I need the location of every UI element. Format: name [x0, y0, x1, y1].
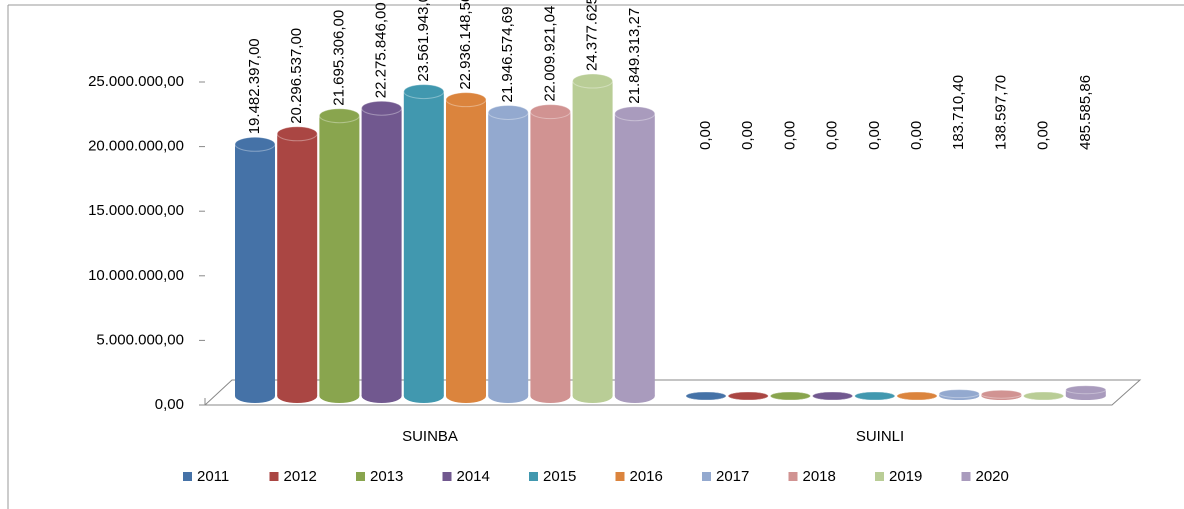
legend-swatch: [788, 472, 798, 481]
legend-label: 2014: [457, 468, 490, 485]
bar-top: [685, 391, 727, 401]
floor: [203, 379, 1142, 406]
bar: [488, 112, 529, 396]
legend-swatch: [961, 472, 971, 481]
data-label: 183.710,40: [950, 75, 967, 150]
bar: [277, 133, 318, 396]
legend-label: 2011: [197, 468, 229, 485]
y-tick-label: 15.000.000,00: [88, 202, 184, 219]
bar: [530, 111, 571, 396]
data-label: 0,00: [908, 121, 925, 150]
legend-swatch: [442, 472, 452, 481]
bar-top: [812, 391, 854, 401]
data-label: 22.009.921,04: [541, 6, 558, 102]
data-label: 22.275.846,00: [373, 2, 390, 98]
bar-top: [614, 106, 656, 122]
bar-top: [938, 389, 980, 399]
data-label: 21.695.306,00: [330, 10, 347, 106]
data-label: 0,00: [781, 121, 798, 150]
bar: [614, 113, 655, 396]
legend-swatch: [183, 472, 192, 481]
legend-label: 2012: [284, 468, 317, 485]
data-label: 0,00: [824, 121, 841, 150]
data-label: 23.561.943,00: [415, 0, 432, 82]
legend-swatch: [875, 472, 884, 481]
bar-top: [1065, 385, 1107, 395]
bar-top: [361, 100, 403, 116]
legend-label: 2019: [889, 468, 922, 485]
data-label: 485.585,86: [1077, 75, 1094, 150]
legend-swatch: [269, 472, 279, 481]
y-tick-label: 5.000.000,00: [96, 331, 184, 348]
legend-label: 2017: [716, 468, 749, 485]
bar-top: [318, 108, 360, 124]
bar: [572, 81, 613, 397]
bar-top: [529, 104, 571, 120]
bar-top: [276, 126, 318, 142]
bar-top: [1023, 391, 1065, 401]
legend-swatch: [529, 472, 538, 481]
bar: [319, 115, 360, 396]
data-label: 138.597,70: [992, 75, 1009, 150]
bar-top: [487, 104, 529, 120]
y-tick-label: 25.000.000,00: [88, 73, 184, 90]
y-tick-label: 0,00: [155, 396, 184, 413]
legend-swatch: [356, 472, 365, 481]
bar-top: [854, 391, 896, 401]
bar-top: [403, 84, 445, 100]
legend-swatch: [702, 472, 711, 481]
bar: [235, 144, 275, 396]
y-tick-label: 10.000.000,00: [88, 267, 184, 284]
bar-top: [980, 389, 1022, 399]
data-label: 0,00: [697, 121, 714, 150]
data-label: 21.849.313,27: [626, 8, 643, 104]
data-label: 24.377.625,03: [584, 0, 601, 71]
x-tick-label: SUINBA: [402, 428, 458, 445]
bar-top: [769, 391, 811, 401]
x-tick-label: SUINLI: [856, 428, 904, 445]
legend-swatch: [615, 472, 625, 481]
data-label: 20.296.537,00: [288, 28, 305, 124]
data-label: 0,00: [1035, 121, 1052, 150]
bar-top: [727, 391, 769, 401]
bar-top: [445, 92, 487, 108]
bar-top: [234, 136, 276, 152]
data-label: 22.936.148,56: [457, 0, 474, 90]
bar: [361, 108, 402, 396]
y-tick-label: 20.000.000,00: [88, 138, 184, 155]
bar: [446, 99, 486, 396]
data-label: 0,00: [739, 121, 756, 150]
legend-label: 2018: [803, 468, 836, 485]
bar-top: [896, 391, 938, 401]
bar-top: [572, 73, 614, 89]
legend-label: 2020: [976, 468, 1009, 485]
data-label: 0,00: [866, 121, 883, 150]
legend-label: 2016: [630, 468, 663, 485]
legend-label: 2015: [543, 468, 576, 485]
legend-label: 2013: [370, 468, 403, 485]
data-label: 21.946.574,69: [499, 7, 516, 103]
bar: [403, 91, 444, 396]
data-label: 19.482.397,00: [246, 38, 263, 134]
